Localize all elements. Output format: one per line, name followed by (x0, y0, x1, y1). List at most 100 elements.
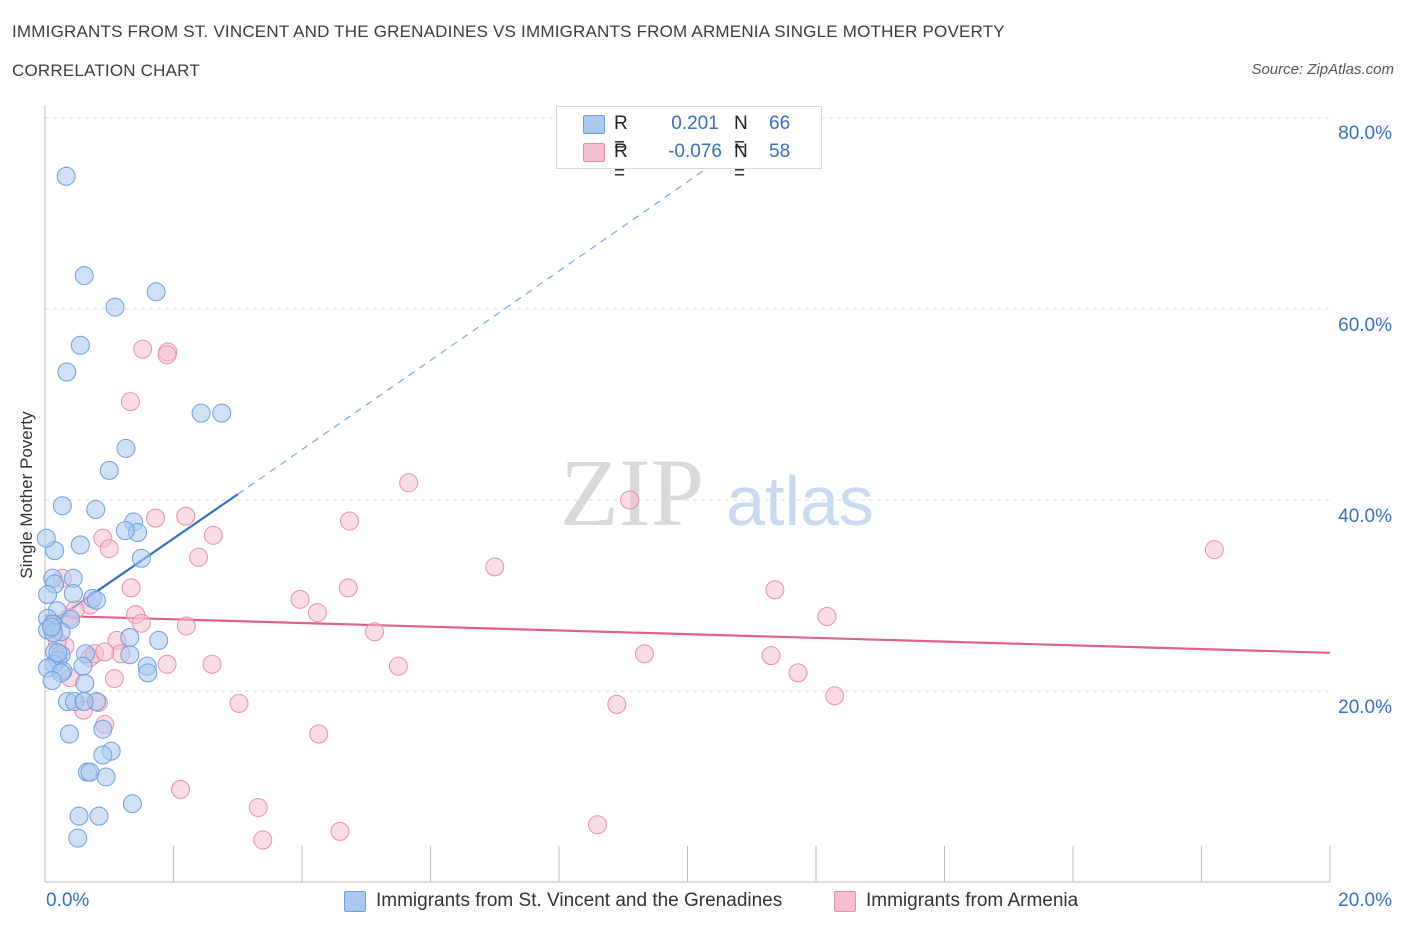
trend-line-svg-extension (237, 136, 753, 495)
armenia-point (99, 539, 119, 559)
svg-point (56, 166, 76, 186)
armenia-point (131, 613, 151, 633)
trend-line-armenia (44, 614, 1331, 654)
bottom-legend-swatch-pink (834, 891, 856, 912)
armenia-point (1204, 540, 1224, 560)
bottom-legend-swatch-blue (344, 891, 366, 912)
y-tick-label-60: 60.0% (1338, 315, 1392, 336)
armenia-point (825, 686, 845, 706)
armenia-point (309, 724, 329, 744)
svg-point (122, 794, 142, 814)
x-tick-label-0: 0.0% (46, 890, 90, 911)
svg-point (52, 496, 72, 516)
armenia-point (588, 815, 608, 835)
svg-point (212, 403, 232, 423)
svg-point (42, 670, 62, 690)
armenia-point (104, 669, 124, 689)
svg-point (59, 724, 79, 744)
chart-title-line1: IMMIGRANTS FROM ST. VINCENT AND THE GREN… (12, 22, 1005, 41)
svg-point (93, 745, 113, 765)
armenia-point (248, 798, 268, 818)
svg-point (116, 438, 136, 458)
svg-point (99, 460, 119, 480)
source-label: Source: ZipAtlas.com (1251, 61, 1394, 78)
svg-point (38, 585, 58, 605)
armenia-point (761, 646, 781, 666)
watermark: ZIP atlas (560, 439, 874, 546)
armenia-point (365, 622, 385, 642)
legend-r-value: -0.076 (668, 141, 722, 162)
svg-point (138, 663, 158, 683)
armenia-point (788, 663, 808, 683)
armenia-point (485, 557, 505, 577)
armenia-point (146, 508, 166, 528)
armenia-point (95, 642, 115, 662)
armenia-point (120, 392, 140, 412)
armenia-point (634, 644, 654, 664)
svg-point (70, 535, 90, 555)
y-tick-label-20: 20.0% (1338, 697, 1392, 718)
armenia-point (203, 525, 223, 545)
armenia-point (189, 547, 209, 567)
armenia-point (817, 607, 837, 627)
legend-r-value: 0.201 (671, 113, 719, 134)
svg-point (80, 762, 100, 782)
y-axis-label: Single Mother Poverty (17, 411, 36, 579)
svg-point (93, 719, 113, 739)
svg-point (115, 521, 135, 541)
armenia-point (157, 345, 177, 365)
armenia-point (176, 506, 196, 526)
svg-point (70, 335, 90, 355)
legend-n-label: N = (734, 141, 748, 184)
y-tick-label-80: 80.0% (1338, 123, 1392, 144)
armenia-point (171, 779, 191, 799)
svg-point (86, 500, 106, 520)
svg-point (48, 643, 68, 663)
svg-point (149, 630, 169, 650)
armenia-point (121, 578, 141, 598)
x-tick-label-20: 20.0% (1338, 890, 1392, 911)
svg-point (191, 403, 211, 423)
svg-point (74, 692, 94, 712)
svg-point (105, 297, 125, 317)
svg-point (89, 806, 109, 826)
armenia-point (202, 654, 222, 674)
armenia-point (330, 821, 350, 841)
svg-point (68, 828, 88, 848)
armenia-point (133, 339, 153, 359)
armenia-point (290, 589, 310, 609)
svg-point (36, 528, 56, 548)
armenia-point (253, 830, 273, 850)
svg-point (120, 628, 140, 648)
armenia-point (307, 603, 327, 623)
armenia-point (338, 578, 358, 598)
armenia-point (340, 511, 360, 531)
armenia-point (229, 693, 249, 713)
svg-point (120, 645, 140, 665)
svg-point (73, 656, 93, 676)
svg-point (96, 767, 116, 787)
svg-point (146, 282, 166, 302)
legend-r-label: R = (614, 141, 628, 184)
bottom-legend-label: Immigrants from St. Vincent and the Gren… (376, 890, 783, 911)
armenia-point (176, 616, 196, 636)
armenia-point (765, 580, 785, 600)
legend-n-label: N = (734, 113, 748, 156)
armenia-point (607, 694, 627, 714)
svg-point (131, 548, 151, 568)
legend-swatch-pink (583, 143, 605, 162)
svg-point (75, 673, 95, 693)
armenia-point (620, 490, 640, 510)
axes (44, 105, 1331, 883)
legend-n-value: 58 (769, 141, 791, 162)
trend-lines (44, 136, 1331, 654)
chart-title-line2: CORRELATION CHART (12, 61, 200, 80)
svg-point (41, 617, 61, 637)
svg-point (74, 266, 94, 286)
bottom-legend-label: Immigrants from Armenia (866, 890, 1079, 911)
correlation-legend: R = 0.201 N = 66 R = -0.076 N = 58 (556, 106, 822, 184)
svg-point (63, 584, 83, 604)
series-svg-points (36, 166, 232, 848)
legend-n-value: 66 (769, 113, 791, 134)
watermark-atlas: atlas (726, 462, 874, 540)
